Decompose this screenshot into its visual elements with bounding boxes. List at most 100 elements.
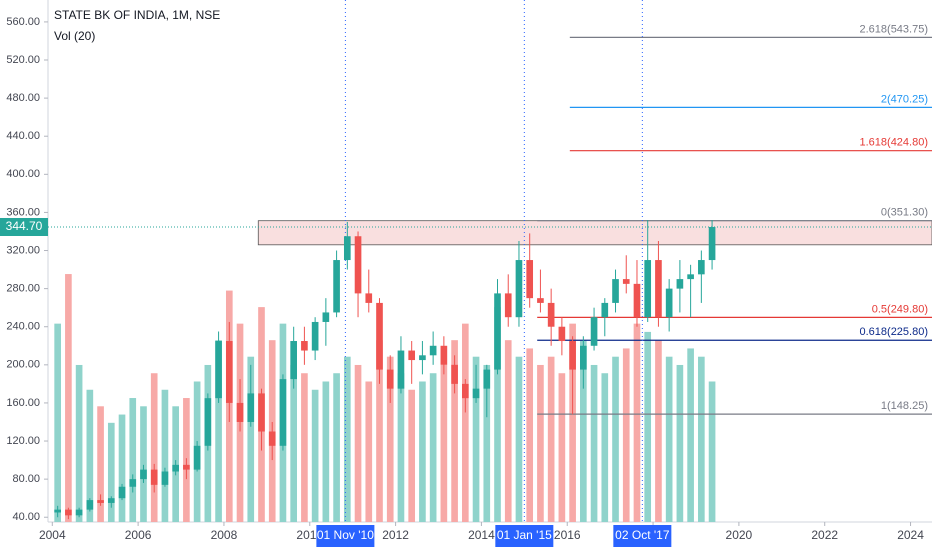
candle-body	[644, 260, 652, 318]
volume-bar	[215, 340, 222, 522]
y-tick-label: 320.00	[6, 244, 40, 256]
candle-layer	[54, 220, 716, 520]
candle-body	[322, 312, 330, 322]
volume-bar	[537, 364, 544, 522]
candle-body	[580, 345, 587, 370]
candle-body	[440, 345, 448, 365]
candle-body	[140, 469, 147, 480]
fib-label: 0(351.30)	[881, 207, 928, 219]
volume-bar	[419, 381, 426, 522]
candle-body	[419, 355, 426, 361]
candle-body	[665, 288, 673, 318]
candle-body	[311, 321, 319, 351]
candle-body	[247, 393, 255, 422]
volume-bar	[311, 389, 319, 522]
y-tick-label: 520.00	[6, 54, 40, 66]
candle-body	[258, 393, 265, 432]
candle-body	[129, 479, 137, 487]
y-tick-label: 560.00	[6, 16, 40, 28]
x-tick-label: 2016	[554, 528, 581, 542]
fib-label: 2(470.25)	[881, 93, 928, 105]
y-tick-label: 120.00	[6, 435, 40, 447]
volume-bar	[494, 307, 501, 522]
volume-bar	[247, 356, 255, 522]
date-marker-badge	[495, 525, 554, 547]
candle-body	[601, 302, 609, 318]
volume-bar	[129, 398, 137, 522]
candle-body	[333, 260, 340, 313]
volume-bar	[65, 274, 72, 522]
candle-body	[698, 260, 705, 275]
last-price-badge	[0, 217, 48, 236]
fib-label: 2.618(543.75)	[860, 23, 929, 35]
candle-body	[172, 464, 179, 472]
y-tick-label: 200.00	[6, 359, 40, 371]
candle-body	[461, 383, 469, 399]
x-tick-label: 2012	[382, 528, 409, 542]
volume-bar	[472, 356, 480, 522]
volume-bar	[397, 373, 405, 522]
volume-bar	[451, 340, 458, 522]
volume-bar	[333, 373, 340, 522]
y-tick-label: 80.00	[12, 473, 40, 485]
volume-bar	[483, 364, 491, 522]
volume-bar	[386, 356, 394, 522]
candle-body	[183, 464, 190, 470]
volume-bar	[301, 373, 308, 522]
candle-body	[451, 364, 458, 384]
x-tick-label: 2022	[811, 528, 838, 542]
volume-bar	[504, 340, 512, 522]
y-tick-label: 480.00	[6, 92, 40, 104]
volume-bar	[515, 356, 523, 522]
candle-body	[397, 350, 405, 389]
resistance-zone	[257, 220, 932, 246]
date-marker-label: 01 Nov '10	[317, 528, 374, 542]
date-marker-label: 01 Jan '15	[497, 528, 552, 542]
volume-bar	[97, 406, 104, 522]
volume-bar	[376, 340, 383, 522]
candle-body	[301, 341, 308, 351]
x-tick-label: 2006	[125, 528, 152, 542]
volume-bar	[429, 373, 437, 522]
volume-bar	[665, 356, 673, 522]
volume-bar	[118, 414, 126, 522]
last-price-label: 344.70	[6, 219, 43, 233]
candle-body	[236, 402, 244, 422]
candle-body	[279, 379, 287, 446]
volume-bar	[408, 389, 416, 522]
candle-body	[622, 279, 630, 284]
x-tick-label: 2014	[468, 528, 495, 542]
volume-bar	[526, 348, 534, 522]
candle-body	[86, 500, 94, 510]
volume-bar	[54, 323, 61, 522]
candle-body	[54, 509, 61, 513]
candle-body	[547, 302, 555, 327]
y-tick-label: 280.00	[6, 283, 40, 295]
candle-body	[215, 341, 222, 399]
x-tick-label: 2024	[897, 528, 924, 542]
x-tick-label: 2004	[39, 528, 66, 542]
candle-body	[97, 500, 104, 503]
date-marker-badge	[316, 525, 375, 547]
candle-body	[494, 293, 501, 370]
volume-bar	[547, 356, 555, 522]
candle-body	[386, 369, 394, 389]
volume-bar	[107, 422, 115, 522]
volume-bar	[569, 323, 576, 522]
candle-body	[290, 341, 298, 380]
overlay-layer	[257, 0, 932, 522]
y-tick-label: 400.00	[6, 168, 40, 180]
fib-label: 0.5(249.80)	[872, 303, 928, 315]
candle-body	[569, 341, 576, 370]
candle-body	[225, 341, 233, 403]
candle-body	[365, 293, 373, 303]
candle-body	[268, 431, 276, 446]
y-tick-label: 40.00	[12, 511, 40, 523]
volume-bar	[461, 323, 469, 522]
candle-body	[429, 345, 437, 356]
candle-body	[408, 350, 416, 361]
y-tick-label: 440.00	[6, 130, 40, 142]
candle-body	[483, 369, 491, 389]
volume-bar	[354, 364, 362, 522]
candle-body	[526, 260, 534, 299]
